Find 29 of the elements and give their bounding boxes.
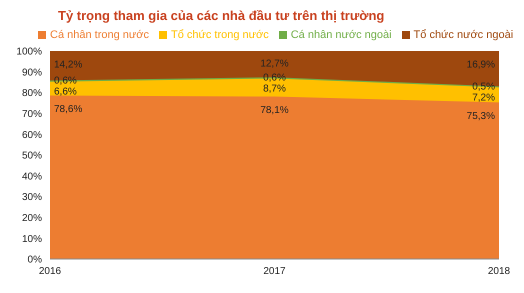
y-tick-label: 10%	[22, 234, 42, 245]
data-label: 16,9%	[466, 60, 496, 71]
y-tick-label: 70%	[22, 108, 42, 120]
y-tick-label: 0%	[28, 254, 42, 266]
x-tick-label: 2016	[38, 266, 62, 278]
data-label: 75,3%	[466, 110, 496, 122]
legend-label: Cá nhân nước ngoài	[290, 29, 392, 41]
legend-label: Tổ chức nước ngoài	[414, 29, 514, 41]
chart-title: Tỷ trọng tham gia của các nhà đầu tư trên thị trường	[58, 8, 386, 23]
data-label: 0,6%	[263, 72, 286, 84]
y-tick-label: 80%	[22, 88, 42, 100]
x-tick-label: 2017	[263, 266, 286, 278]
x-tick-label: 2018	[488, 266, 511, 278]
data-label: 12,7%	[260, 58, 289, 70]
data-label: 14,2%	[54, 60, 82, 70]
data-label: 78,6%	[54, 104, 82, 116]
y-tick-label: 40%	[22, 171, 42, 182]
y-tick-label: 90%	[22, 67, 42, 78]
data-label: 78,1%	[260, 105, 289, 116]
legend-label: Cá nhân trong nước	[50, 29, 149, 41]
data-label: 7,2%	[472, 92, 496, 104]
legend-label: Tổ chức trong nước	[170, 29, 269, 41]
y-tick-label: 50%	[22, 150, 42, 162]
y-tick-label: 60%	[22, 130, 42, 141]
y-tick-label: 100%	[16, 46, 42, 58]
data-label: 6,6%	[54, 86, 77, 98]
y-tick-label: 30%	[22, 192, 42, 204]
y-tick-label: 20%	[22, 212, 42, 224]
data-label: 8,7%	[263, 83, 286, 94]
